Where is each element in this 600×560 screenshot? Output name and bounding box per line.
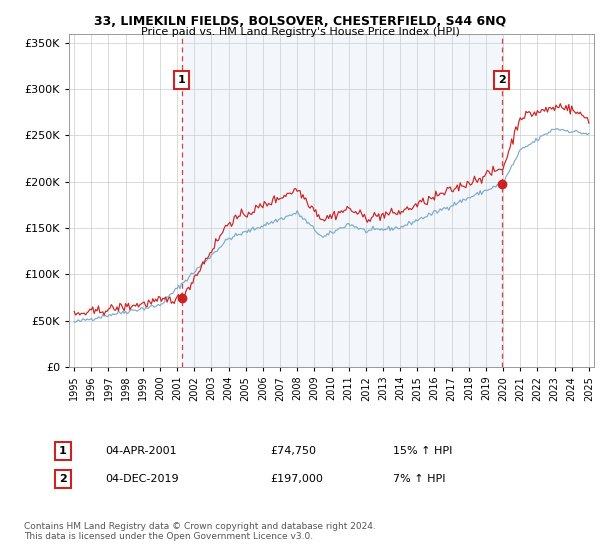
Text: 15% ↑ HPI: 15% ↑ HPI <box>393 446 452 456</box>
Text: 2: 2 <box>498 75 506 85</box>
Text: Price paid vs. HM Land Registry's House Price Index (HPI): Price paid vs. HM Land Registry's House … <box>140 27 460 37</box>
Text: 1: 1 <box>178 75 185 85</box>
Bar <box>182 34 502 367</box>
Text: 7% ↑ HPI: 7% ↑ HPI <box>393 474 445 484</box>
Text: 1: 1 <box>59 446 67 456</box>
Text: £197,000: £197,000 <box>270 474 323 484</box>
Text: Contains HM Land Registry data © Crown copyright and database right 2024.
This d: Contains HM Land Registry data © Crown c… <box>24 522 376 542</box>
Text: 2: 2 <box>59 474 67 484</box>
Text: 33, LIMEKILN FIELDS, BOLSOVER, CHESTERFIELD, S44 6NQ: 33, LIMEKILN FIELDS, BOLSOVER, CHESTERFI… <box>94 15 506 27</box>
Text: 04-DEC-2019: 04-DEC-2019 <box>105 474 179 484</box>
Text: £74,750: £74,750 <box>270 446 316 456</box>
Text: 04-APR-2001: 04-APR-2001 <box>105 446 176 456</box>
